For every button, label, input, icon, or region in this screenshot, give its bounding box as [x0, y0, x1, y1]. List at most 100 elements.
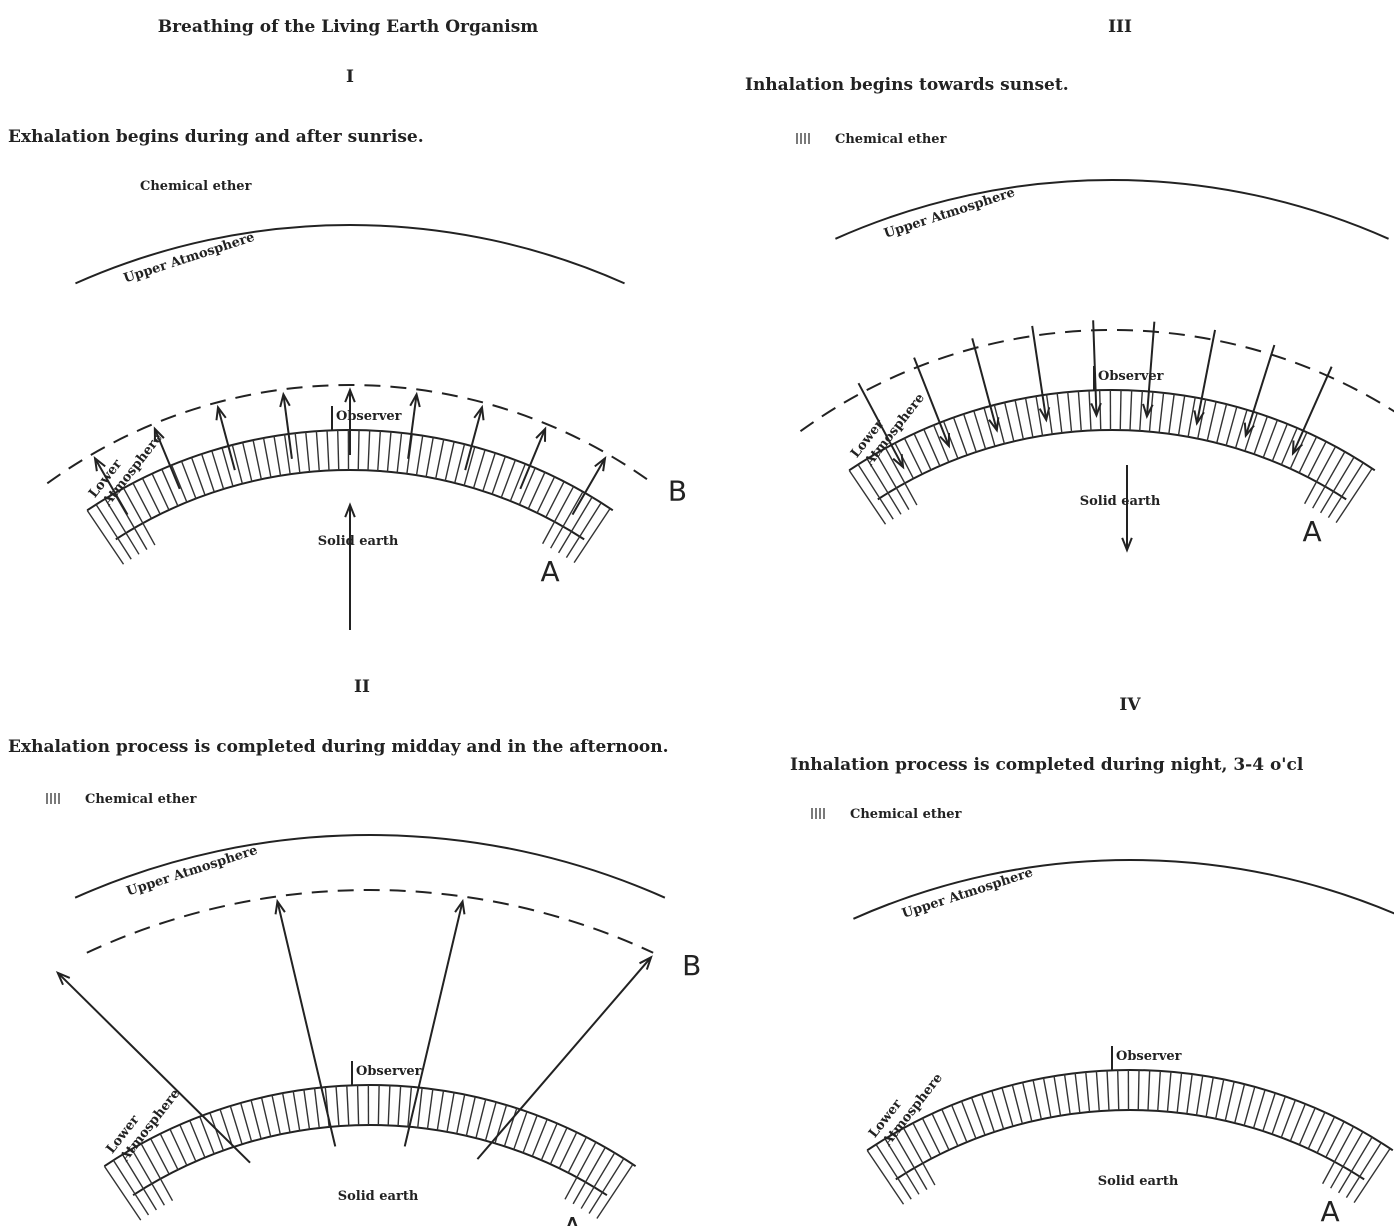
- earth-hatch: [970, 1097, 986, 1136]
- earth-hatch: [531, 1119, 548, 1157]
- earth-hatch: [993, 404, 1006, 444]
- earth-hatch: [1024, 397, 1034, 438]
- earth-inner: [877, 429, 1347, 501]
- arrow-shaft: [476, 956, 652, 1160]
- arrow-shaft: [1145, 321, 1156, 417]
- earth-hatch: [513, 1111, 528, 1150]
- panel-caption: Exhalation begins during and after sunri…: [8, 127, 424, 147]
- earth-hatch: [1095, 1071, 1100, 1112]
- earth-hatch: [211, 450, 225, 490]
- earth-hatch: [141, 477, 161, 515]
- panel-numeral: III: [1108, 17, 1132, 37]
- earth-hatch: [1289, 1103, 1306, 1142]
- earth-outer: [103, 1084, 637, 1168]
- dashed-boundary: [46, 384, 654, 485]
- earth-hatch: [1225, 406, 1238, 446]
- earth-hatch: [454, 443, 466, 484]
- earth-hatch: [292, 1091, 301, 1131]
- arrow-head: [473, 404, 485, 421]
- earth-hatch: [346, 1085, 350, 1126]
- earth-hatch: [436, 1090, 445, 1131]
- arrow-head: [1193, 410, 1205, 426]
- earth-hatch: [386, 431, 392, 472]
- earth-hatch: [933, 424, 950, 463]
- earth-hatch: [1327, 462, 1364, 519]
- earth-hatch: [1307, 441, 1327, 478]
- legend-text: Chemical ether: [140, 179, 252, 194]
- arrow-shaft: [913, 357, 950, 447]
- earth-hatch: [1319, 456, 1355, 514]
- arrow-head: [1142, 403, 1154, 420]
- earth-hatch: [1262, 1092, 1276, 1132]
- earth-hatch: [1056, 393, 1063, 434]
- arrow-shaft: [519, 428, 547, 490]
- earth-hatch: [1298, 436, 1318, 474]
- earth-hatch: [161, 469, 179, 507]
- earth-hatch: [1271, 1096, 1287, 1135]
- earth-hatch: [283, 434, 291, 475]
- earth-hatch: [1195, 1075, 1204, 1116]
- earth-hatch: [456, 1094, 466, 1134]
- earth-hatch: [1032, 1079, 1043, 1120]
- arrow-head: [279, 391, 291, 408]
- earth-hatch: [1129, 390, 1133, 431]
- earth-hatch: [1353, 1148, 1391, 1204]
- earth-outer: [866, 1069, 1394, 1152]
- earth-hatch: [596, 1163, 634, 1219]
- earth-hatch: [1216, 403, 1228, 444]
- panel-numeral: II: [354, 677, 370, 697]
- earth-hatch: [542, 486, 575, 545]
- earth-hatch: [465, 1096, 476, 1136]
- earth-hatch: [1187, 397, 1196, 437]
- earth-hatch: [884, 1138, 920, 1195]
- earth-hatch: [1063, 1074, 1071, 1115]
- earth-hatch: [540, 1123, 558, 1161]
- earth-hatch: [549, 1127, 568, 1165]
- earth-hatch: [1011, 1084, 1024, 1124]
- earth-hatch: [180, 460, 197, 499]
- earth-hatch: [1116, 1070, 1120, 1111]
- title: Breathing of the Living Earth Organism: [158, 17, 539, 37]
- earth-hatch: [281, 1092, 291, 1133]
- earth-hatch: [536, 476, 556, 514]
- earth-hatch: [444, 441, 455, 481]
- earth-hatch: [1280, 1099, 1297, 1138]
- earth-hatch: [484, 1101, 497, 1141]
- earth-hatch: [1035, 396, 1044, 436]
- earth-hatch: [941, 1109, 959, 1147]
- arrow-shaft: [407, 394, 418, 459]
- earth-hatch: [1244, 412, 1258, 452]
- earth-hatch: [1147, 1070, 1151, 1111]
- earth-hatch: [435, 439, 445, 479]
- panel-numeral: IV: [1119, 695, 1141, 715]
- earth-hatch: [902, 1127, 936, 1186]
- earth-hatch: [1085, 1072, 1091, 1112]
- arrow-head: [639, 955, 653, 970]
- earth-hatch: [1166, 1071, 1172, 1112]
- arrow-head: [594, 455, 607, 472]
- legend-text: Chemical ether: [85, 792, 197, 807]
- earth-hatch: [857, 464, 894, 520]
- earth-hatch: [951, 1104, 968, 1143]
- earth-hatch: [426, 1089, 434, 1129]
- arrow-head: [1291, 440, 1304, 456]
- earth-hatch: [169, 1128, 188, 1166]
- earth-hatch: [472, 449, 486, 489]
- panel-caption: Inhalation process is completed during n…: [790, 755, 1304, 775]
- earth-hatch: [1252, 1089, 1266, 1129]
- earth-hatch: [159, 1133, 179, 1171]
- upper-atmosphere: [835, 179, 1389, 240]
- earth-hatch: [1106, 1070, 1110, 1111]
- earth-hatch: [171, 464, 188, 503]
- earth-hatch: [132, 482, 153, 519]
- earth-hatch: [557, 496, 593, 554]
- earth-hatch: [463, 446, 476, 486]
- earth-hatch: [1098, 390, 1102, 431]
- earth-hatch: [1077, 391, 1082, 432]
- dashed-boundary: [86, 889, 654, 954]
- earth-hatch: [1186, 1074, 1193, 1114]
- earth-hatch: [190, 457, 206, 496]
- earth-hatch: [407, 1086, 413, 1127]
- earth-label: Solid earth: [1098, 1174, 1179, 1189]
